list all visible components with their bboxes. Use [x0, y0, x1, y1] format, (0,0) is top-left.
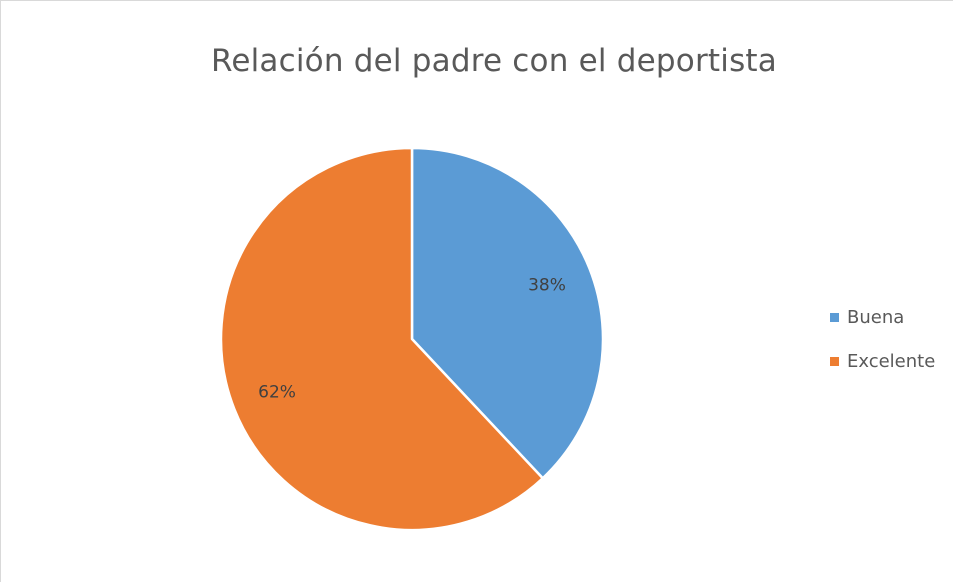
chart-title: Relación del padre con el deportista [211, 43, 777, 79]
pie-slice-buena [410, 146, 605, 480]
legend-swatch-buena [830, 312, 839, 322]
data-label-excelente: 62% [258, 382, 296, 402]
pie-data-labels: 38% 62% [258, 276, 566, 403]
legend-item-excelente: Excelente [830, 349, 935, 373]
legend-label-excelente: Excelente [847, 350, 936, 372]
legend-item-buena: Buena [830, 305, 935, 329]
data-label-buena: 38% [528, 276, 566, 296]
legend-label-buena: Buena [847, 306, 905, 328]
pie-slice-excelente [219, 146, 544, 532]
legend-swatch-excelente [830, 356, 839, 366]
pie-slices [219, 146, 605, 532]
chart-legend: Buena Excelente [830, 305, 935, 393]
